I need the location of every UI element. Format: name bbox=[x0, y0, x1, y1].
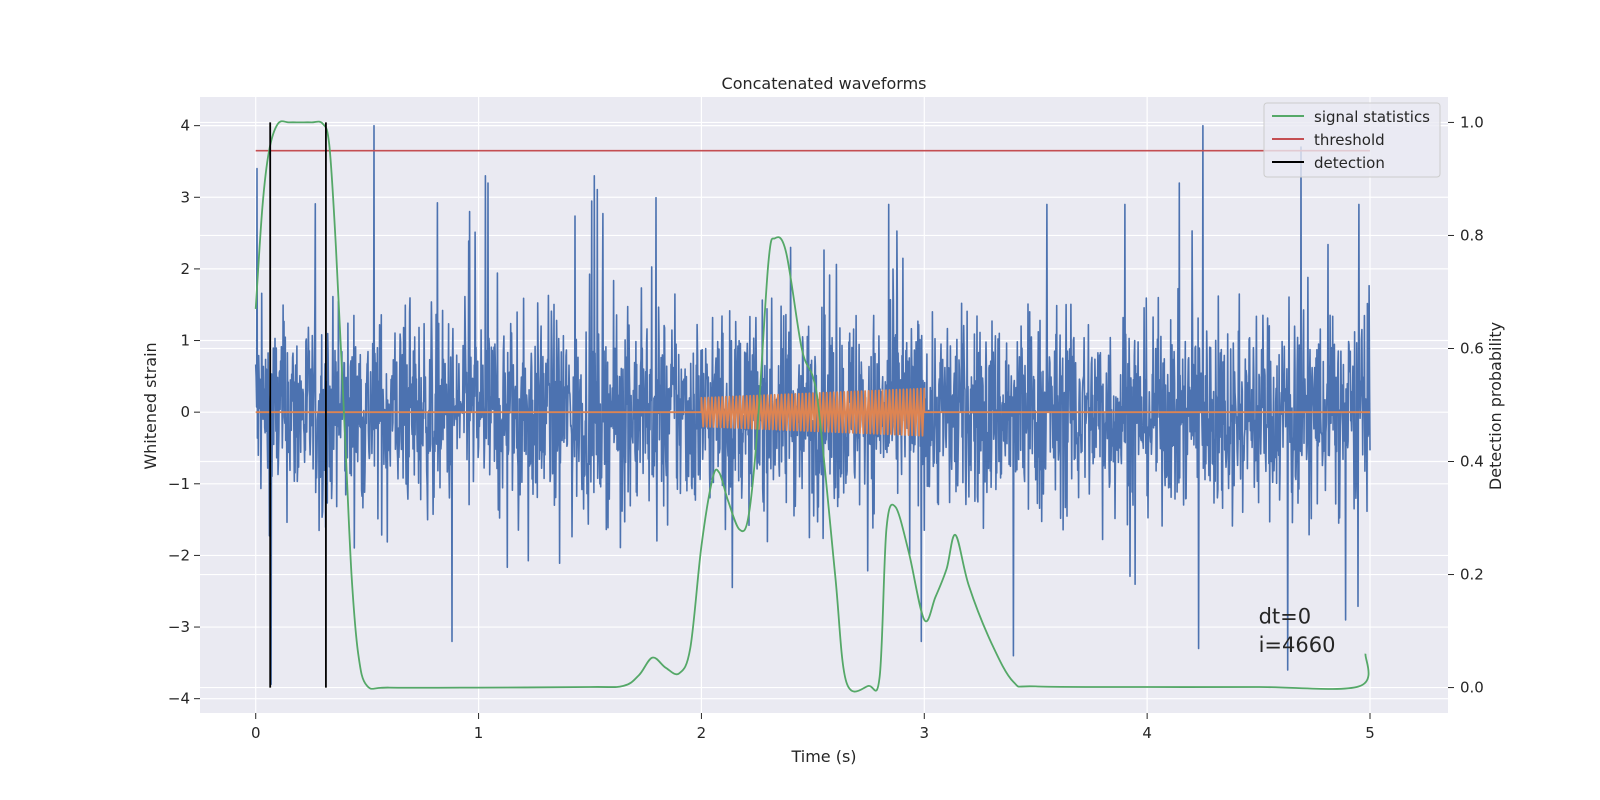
y-tick-label: 1 bbox=[180, 332, 190, 350]
y-tick-label: 3 bbox=[180, 188, 190, 206]
y2-tick-label: 0.0 bbox=[1460, 679, 1484, 697]
y2-tick-label: 0.6 bbox=[1460, 339, 1484, 357]
y-tick-label: −1 bbox=[168, 475, 190, 493]
x-tick-label: 3 bbox=[920, 724, 930, 742]
chart-title: Concatenated waveforms bbox=[722, 74, 927, 93]
y-axis-label: Whitened strain bbox=[141, 342, 160, 469]
x-tick-label: 0 bbox=[251, 724, 261, 742]
legend-box bbox=[1263, 102, 1441, 178]
y-tick-label: 2 bbox=[180, 260, 190, 278]
signal-statistics-line bbox=[254, 120, 1370, 693]
legend: signal statistics threshold detection bbox=[1263, 102, 1441, 178]
y2-tick-label: 0.4 bbox=[1460, 453, 1484, 471]
y2-tick-label: 0.2 bbox=[1460, 566, 1484, 584]
series-layer bbox=[254, 120, 1371, 693]
y2-axis-label: Detection probability bbox=[1486, 322, 1505, 490]
y-tick-label: −3 bbox=[168, 618, 190, 636]
y-tick-label: 0 bbox=[180, 403, 190, 421]
x-axis-label: Time (s) bbox=[790, 747, 856, 766]
legend-label-detection: detection bbox=[1314, 154, 1385, 172]
annotation-i: i=4660 bbox=[1259, 633, 1336, 657]
y2-tick-label: 0.8 bbox=[1460, 226, 1484, 244]
y-tick-label: −2 bbox=[168, 546, 190, 564]
annotation-dt: dt=0 bbox=[1259, 604, 1312, 628]
injected-waveform-line bbox=[255, 387, 1370, 437]
y-tick-label: 4 bbox=[180, 117, 190, 135]
legend-label-threshold: threshold bbox=[1314, 131, 1385, 149]
x-tick-label: 2 bbox=[697, 724, 707, 742]
y-tick-label: −4 bbox=[168, 690, 190, 708]
x-tick-label: 1 bbox=[474, 724, 484, 742]
strain-noise-line bbox=[254, 124, 1371, 686]
y2-tick-label: 1.0 bbox=[1460, 113, 1484, 131]
x-tick-label: 4 bbox=[1142, 724, 1152, 742]
legend-label-signal-statistics: signal statistics bbox=[1314, 108, 1430, 126]
axes: 0 1 2 3 4 5 −4 −3 −2 −1 0 1 2 3 4 0.0 0.2 0.4 0.6 0.8 1.0 bbox=[168, 113, 1484, 742]
x-tick-label: 5 bbox=[1365, 724, 1375, 742]
